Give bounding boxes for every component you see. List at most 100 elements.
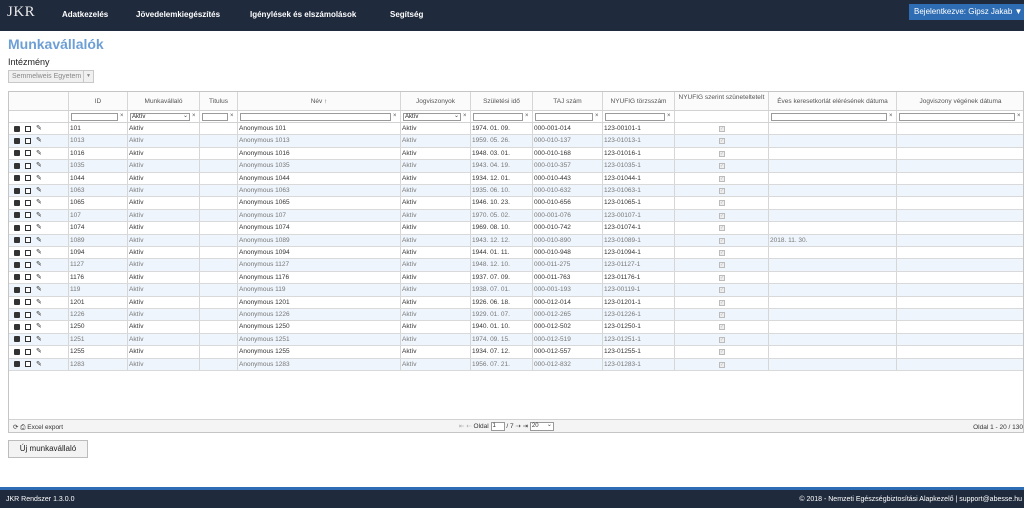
clear-filter-icon[interactable]: ×: [192, 113, 196, 119]
edit-icon[interactable]: ✎: [36, 261, 42, 269]
table-row[interactable]: ✎ 1013 Aktív Anonymous 1013 Aktív 1959. 05. 2…: [9, 135, 1023, 148]
view-icon[interactable]: [14, 175, 20, 182]
clear-filter-icon[interactable]: ×: [667, 113, 671, 119]
table-row[interactable]: ✎ 1283 Aktív Anonymous 1283 Aktív 1956. 07. 2…: [9, 358, 1023, 371]
filter-input-jogviszony-vege[interactable]: [899, 113, 1015, 121]
table-row[interactable]: ✎ 1044 Aktív Anonymous 1044 Aktív 1934. 12. 0…: [9, 172, 1023, 185]
filter-input-nev[interactable]: [240, 113, 391, 121]
column-header-nyufig-szunetel[interactable]: NYUFIG szerint szünetelteteIt: [675, 92, 769, 110]
table-row[interactable]: ✎ 119 Aktív Anonymous 119 Aktív 1938. 07. 01.…: [9, 284, 1023, 297]
details-icon[interactable]: [25, 336, 31, 343]
column-header-jogviszony-vege[interactable]: Jogviszony végének dátuma: [897, 92, 1023, 110]
nav-adatkezeles[interactable]: Adatkezelés: [62, 10, 109, 19]
view-icon[interactable]: [14, 299, 20, 306]
filter-input-taj-szam[interactable]: [535, 113, 593, 121]
view-icon[interactable]: [14, 162, 20, 169]
view-icon[interactable]: [14, 137, 20, 144]
column-header-nev[interactable]: Név ↑: [238, 92, 401, 110]
details-icon[interactable]: [25, 361, 31, 368]
column-header-jogviszonyok[interactable]: Jogviszonyok: [401, 92, 471, 110]
column-header-munkavallalo[interactable]: Munkavállaló: [128, 92, 200, 110]
filter-input-nyufig-torzsszam[interactable]: [605, 113, 665, 121]
column-header-titulus[interactable]: Titulus: [200, 92, 238, 110]
institution-select[interactable]: Semmelweis Egyetem ▼: [8, 70, 94, 83]
table-row[interactable]: ✎ 1127 Aktív Anonymous 1127 Aktív 1948. 12. 1…: [9, 259, 1023, 272]
view-icon[interactable]: [14, 323, 20, 330]
page-number-input[interactable]: 1: [490, 422, 505, 431]
details-icon[interactable]: [25, 261, 31, 268]
clear-filter-icon[interactable]: ×: [230, 113, 234, 119]
table-row[interactable]: ✎ 101 Aktív Anonymous 101 Aktív 1974. 01. 09.…: [9, 123, 1023, 136]
filter-input-eves-keresetkorlat[interactable]: [771, 113, 887, 121]
details-icon[interactable]: [25, 299, 31, 306]
table-row[interactable]: ✎ 1016 Aktív Anonymous 1016 Aktív 1948. 03. 0…: [9, 147, 1023, 161]
view-icon[interactable]: [14, 311, 20, 318]
details-icon[interactable]: [25, 224, 31, 231]
page-size-select[interactable]: 20 ⌄: [529, 422, 554, 431]
new-employee-button[interactable]: Új munkavállaló: [8, 440, 88, 458]
view-icon[interactable]: [14, 187, 20, 194]
details-icon[interactable]: [25, 249, 31, 256]
table-row[interactable]: ✎ 1063 Aktív Anonymous 1063 Aktív 1935. 06. 1…: [9, 185, 1023, 198]
view-icon[interactable]: [14, 125, 20, 132]
filter-input-munkavallalo[interactable]: Aktív ⌄: [130, 113, 190, 121]
view-icon[interactable]: [14, 150, 20, 157]
view-icon[interactable]: [14, 249, 20, 256]
details-icon[interactable]: [25, 162, 31, 169]
filter-input-titulus[interactable]: [202, 113, 228, 121]
details-icon[interactable]: [25, 199, 31, 206]
table-row[interactable]: ✎ 107 Aktív Anonymous 107 Aktív 1970. 05. 02.…: [9, 209, 1023, 223]
edit-icon[interactable]: ✎: [36, 174, 42, 182]
column-header-eves-keresetkorlat[interactable]: Éves keresetkorlát elérésének dátuma: [769, 92, 897, 110]
clear-filter-icon[interactable]: ×: [1017, 113, 1021, 119]
view-icon[interactable]: [14, 224, 20, 231]
nav-jovedelemkiegeszites[interactable]: Jövedelemkiegészítés: [136, 10, 221, 19]
app-logo[interactable]: JKR: [7, 4, 36, 20]
details-icon[interactable]: [25, 274, 31, 281]
edit-icon[interactable]: ✎: [36, 273, 42, 281]
details-icon[interactable]: [25, 323, 31, 330]
details-icon[interactable]: [25, 286, 31, 293]
edit-icon[interactable]: ✎: [36, 125, 42, 132]
clear-filter-icon[interactable]: ×: [525, 113, 529, 119]
column-header-szuletesi-ido[interactable]: Születési idő: [471, 92, 533, 110]
view-icon[interactable]: [14, 361, 20, 368]
edit-icon[interactable]: ✎: [36, 162, 42, 170]
view-icon[interactable]: [14, 348, 20, 355]
details-icon[interactable]: [25, 175, 31, 182]
table-row[interactable]: ✎ 1065 Aktív Anonymous 1065 Aktív 1946. 10. 2…: [9, 197, 1023, 210]
edit-icon[interactable]: ✎: [36, 149, 42, 157]
table-row[interactable]: ✎ 1251 Aktív Anonymous 1251 Aktív 1974. 09. 1…: [9, 333, 1023, 347]
clear-filter-icon[interactable]: ×: [463, 113, 467, 119]
column-header-id[interactable]: ID: [69, 92, 128, 110]
edit-icon[interactable]: ✎: [36, 360, 42, 368]
details-icon[interactable]: [25, 187, 31, 194]
edit-icon[interactable]: ✎: [36, 298, 42, 306]
clear-filter-icon[interactable]: ×: [393, 113, 397, 119]
edit-icon[interactable]: ✎: [36, 311, 42, 318]
table-row[interactable]: ✎ 1094 Aktív Anonymous 1094 Aktív 1944. 01. 1…: [9, 247, 1023, 260]
edit-icon[interactable]: ✎: [36, 335, 42, 343]
table-row[interactable]: ✎ 1035 Aktív Anonymous 1035 Aktív 1943. 04. 1…: [9, 160, 1023, 173]
edit-icon[interactable]: ✎: [36, 249, 42, 256]
pager-prev-icon[interactable]: ⇤ ⇠: [459, 423, 472, 431]
view-icon[interactable]: [14, 199, 20, 206]
edit-icon[interactable]: ✎: [36, 286, 42, 294]
column-header-taj-szam[interactable]: TAJ szám: [533, 92, 603, 110]
column-header-nyufig-torzsszam[interactable]: NYUFIG törzsszám: [603, 92, 675, 110]
table-row[interactable]: ✎ 1250 Aktív Anonymous 1250 Aktív 1940. 01. 1…: [9, 321, 1023, 334]
edit-icon[interactable]: ✎: [36, 236, 42, 244]
excel-export-button[interactable]: ⟳ ⎙ Excel export: [13, 424, 64, 431]
edit-icon[interactable]: ✎: [36, 224, 42, 232]
view-icon[interactable]: [14, 286, 20, 293]
table-row[interactable]: ✎ 1201 Aktív Anonymous 1201 Aktív 1926. 06. 1…: [9, 296, 1023, 309]
edit-icon[interactable]: ✎: [36, 137, 42, 145]
table-row[interactable]: ✎ 1074 Aktív Anonymous 1074 Aktív 1969. 08. 1…: [9, 222, 1023, 235]
table-row[interactable]: ✎ 1089 Aktív Anonymous 1089 Aktív 1943. 12. 1…: [9, 234, 1023, 247]
details-icon[interactable]: [25, 237, 31, 244]
clear-filter-icon[interactable]: ×: [595, 113, 599, 119]
table-row[interactable]: ✎ 1255 Aktív Anonymous 1255 Aktív 1934. 07. 1…: [9, 346, 1023, 359]
details-icon[interactable]: [25, 311, 31, 318]
view-icon[interactable]: [14, 336, 20, 343]
view-icon[interactable]: [14, 261, 20, 268]
